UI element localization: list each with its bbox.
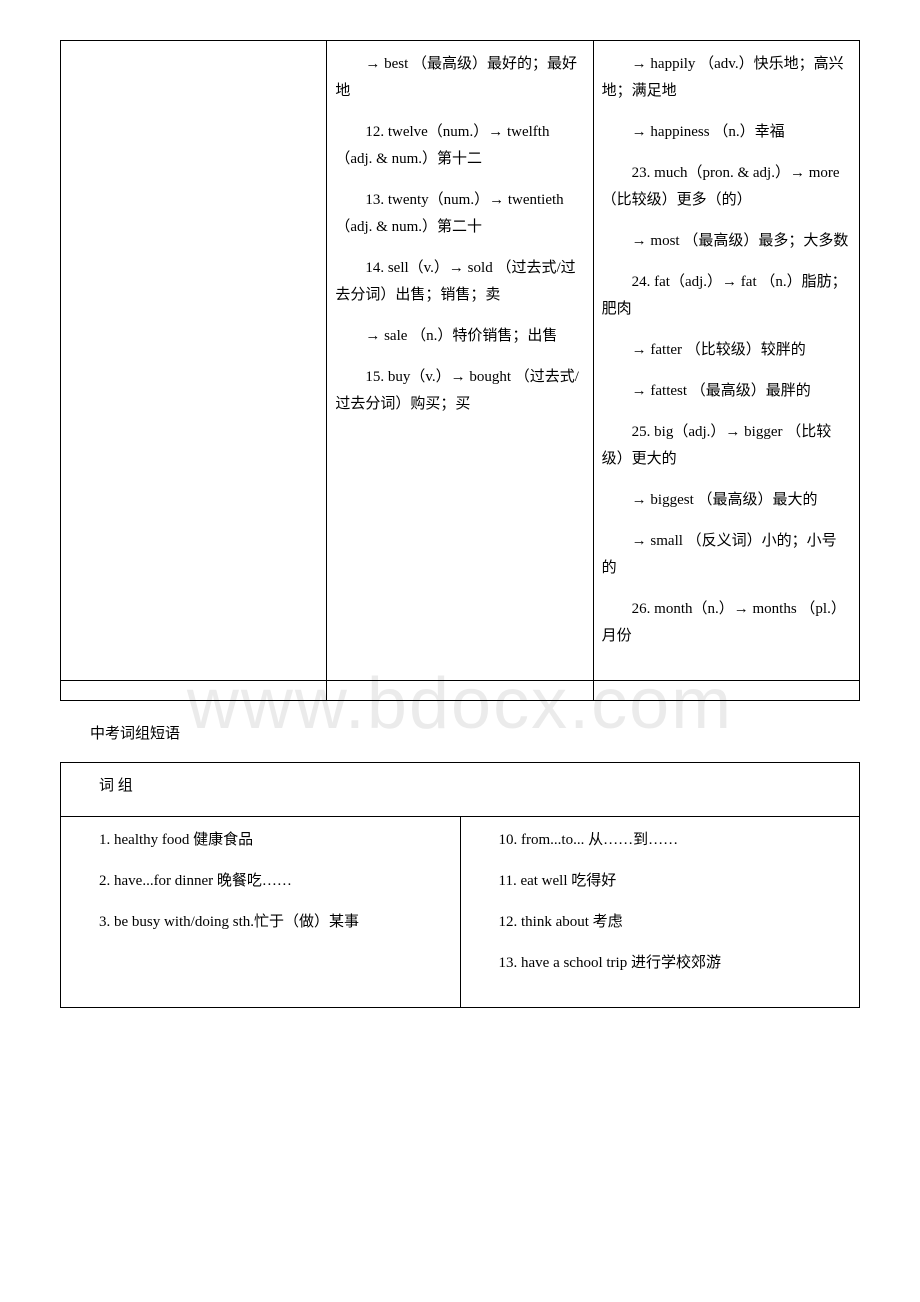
phrase-entry: 2. have...for dinner 晚餐吃……	[69, 868, 452, 895]
table2-header-text: 词 组	[69, 773, 851, 800]
phrase-entry: 1. healthy food 健康食品	[69, 827, 452, 854]
vocab-entry: 25. big（adj.）→ bigger （比较级）更大的	[602, 419, 851, 473]
vocab-entry: → sale （n.）特价销售；出售	[335, 323, 584, 350]
phrase-entry: 3. be busy with/doing sth.忙于（做）某事	[69, 909, 452, 936]
vocab-entry: 13. twenty（num.）→ twentieth （adj. & num.…	[335, 187, 584, 241]
vocab-entry: → small （反义词）小的；小号的	[602, 528, 851, 582]
phrase-entry: 12. think about 考虑	[469, 909, 852, 936]
phrase-entry: 10. from...to... 从……到……	[469, 827, 852, 854]
vocab-entry: → happiness （n.）幸福	[602, 119, 851, 146]
vocab-entry: 26. month（n.）→ months （pl.）月份	[602, 596, 851, 650]
vocab-entry: → best （最高级）最好的；最好地	[335, 51, 584, 105]
vocab-entry: → biggest （最高级）最大的	[602, 487, 851, 514]
phrases-table-2: 词 组 1. healthy food 健康食品 2. have...for d…	[60, 762, 860, 1008]
table1-empty-cell	[327, 681, 593, 701]
vocab-entry: → fatter （比较级）较胖的	[602, 337, 851, 364]
vocabulary-table-1: → best （最高级）最好的；最好地 12. twelve（num.）→ tw…	[60, 40, 860, 701]
table1-empty-cell	[61, 681, 327, 701]
table2-col2-cell: 10. from...to... 从……到…… 11. eat well 吃得好…	[460, 817, 860, 1008]
vocab-entry: 24. fat（adj.）→ fat （n.）脂肪；肥肉	[602, 269, 851, 323]
table1-col2-cell: → best （最高级）最好的；最好地 12. twelve（num.）→ tw…	[327, 41, 593, 681]
vocab-entry: 15. buy（v.）→ bought （过去式/过去分词）购买；买	[335, 364, 584, 418]
vocab-entry: → most （最高级）最多；大多数	[602, 228, 851, 255]
section-title-phrases: 中考词组短语	[60, 721, 860, 748]
vocab-entry: → fattest （最高级）最胖的	[602, 378, 851, 405]
phrase-entry: 11. eat well 吃得好	[469, 868, 852, 895]
phrase-text: 13. have a school trip 进行学校郊游	[499, 955, 721, 971]
phrase-entry: 13. have a school trip 进行学校郊游	[469, 950, 852, 977]
table2-header-cell: 词 组	[61, 763, 860, 817]
table1-empty-cell	[593, 681, 859, 701]
vocab-entry: 12. twelve（num.）→ twelfth （adj. & num.）第…	[335, 119, 584, 173]
vocab-entry: 14. sell（v.）→ sold （过去式/过去分词）出售；销售；卖	[335, 255, 584, 309]
vocab-entry: 23. much（pron. & adj.）→ more （比较级）更多（的）	[602, 160, 851, 214]
table1-col3-cell: → happily （adv.）快乐地；高兴地；满足地 → happiness …	[593, 41, 859, 681]
table1-cell-empty	[61, 41, 327, 681]
phrase-text: 3. be busy with/doing sth.忙于（做）某事	[99, 914, 359, 930]
vocab-entry: → happily （adv.）快乐地；高兴地；满足地	[602, 51, 851, 105]
table2-col1-cell: 1. healthy food 健康食品 2. have...for dinne…	[61, 817, 461, 1008]
